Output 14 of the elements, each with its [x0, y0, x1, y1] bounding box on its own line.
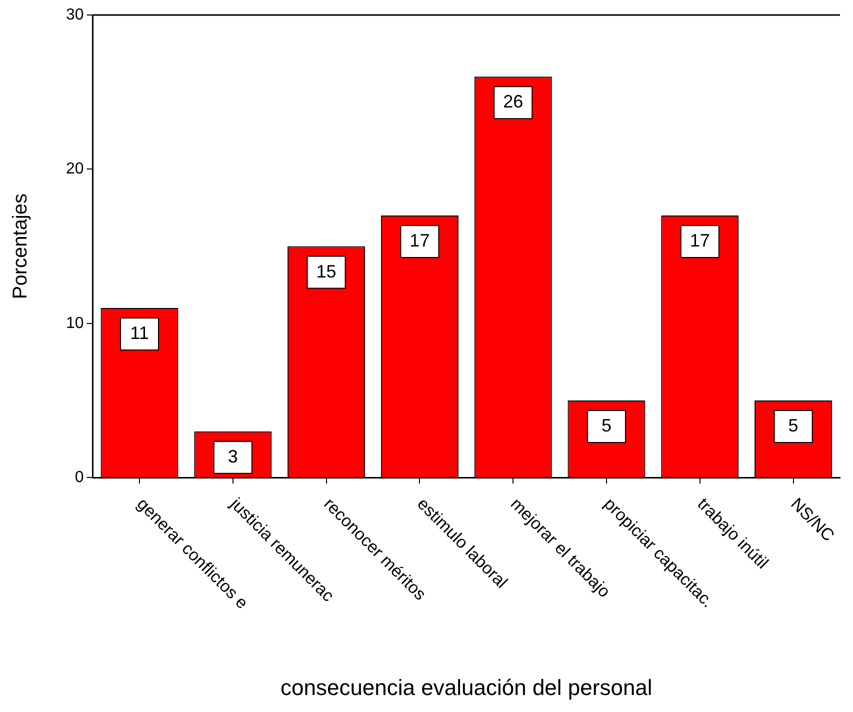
- data-label: 11: [130, 322, 149, 343]
- data-label: 26: [503, 92, 524, 112]
- y-tick-label: 30: [66, 6, 84, 24]
- x-axis-title: consecuencia evaluación del personal: [280, 674, 652, 700]
- y-tick-label: 20: [66, 160, 84, 178]
- data-label: 3: [228, 446, 238, 466]
- data-label: 5: [788, 415, 798, 436]
- data-label: 17: [690, 230, 710, 250]
- y-tick-label: 0: [74, 469, 84, 486]
- y-axis-title: Porcentajes: [10, 193, 32, 300]
- data-label: 5: [601, 415, 612, 436]
- y-tick-label: 10: [66, 314, 84, 332]
- data-label: 17: [410, 230, 430, 250]
- data-label: 15: [316, 261, 336, 282]
